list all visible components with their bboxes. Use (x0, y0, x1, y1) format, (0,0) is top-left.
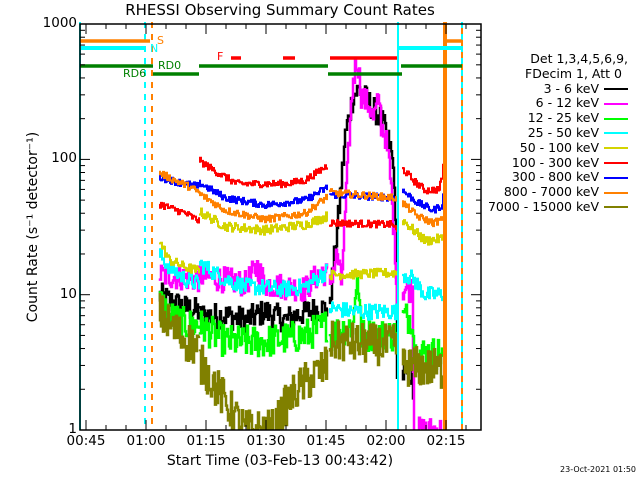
legend: Det 1,3,4,5,6,9, FDecim 1, Att 0 3 - 6 k… (487, 51, 628, 215)
legend-item: 25 - 50 keV (488, 124, 628, 141)
legend-swatch (604, 206, 628, 209)
series-line (329, 301, 397, 321)
series-line (329, 267, 397, 281)
series-line (328, 320, 398, 367)
series-line (198, 344, 329, 430)
series-line (402, 200, 443, 228)
series-line (402, 145, 446, 195)
x-tick-label: 00:45 (66, 433, 106, 449)
plot-frame (79, 23, 482, 431)
legend-swatch (604, 132, 628, 135)
y-tick-label: 1 (68, 421, 77, 437)
series-group (158, 58, 446, 430)
series-50-100keV (159, 207, 443, 281)
series-line (159, 241, 200, 274)
y-tick-label: 1000 (42, 15, 77, 32)
legend-label: 800 - 7000 keV (503, 184, 599, 200)
series-line (159, 248, 200, 290)
series-line (199, 156, 328, 189)
legend-swatch (604, 87, 628, 90)
x-tick-label: 02:00 (366, 433, 406, 449)
x-tick-label: 01:30 (246, 433, 286, 449)
series-line (199, 191, 328, 224)
x-tick-label: 01:00 (126, 433, 166, 449)
x-tick-label: 01:45 (306, 433, 346, 449)
flag-label-rd0: RD0 (158, 59, 182, 72)
x-tick-label: 02:15 (426, 433, 466, 449)
legend-item: 3 - 6 keV (488, 80, 628, 97)
series-100-300keV (159, 145, 446, 233)
legend-header-decimation: FDecim 1, Att 0 (525, 65, 622, 81)
flag-label-rd6: RD6 (123, 67, 147, 80)
series-line (402, 269, 443, 302)
series-line (329, 188, 397, 202)
legend-header-detectors: Det 1,3,4,5,6,9, (530, 51, 628, 66)
series-line (402, 182, 446, 214)
legend-item: 12 - 25 keV (488, 110, 628, 126)
chart-title: RHESSI Observing Summary Count Rates (125, 1, 435, 19)
x-tick-label: 01:15 (186, 433, 226, 449)
series-line (402, 219, 443, 246)
series-line (159, 201, 200, 224)
legend-item: 800 - 7000 keV (488, 184, 628, 200)
legend-label: 12 - 25 keV (527, 110, 599, 126)
legend-swatch (604, 176, 628, 179)
legend-label: 7000 - 15000 keV (487, 198, 599, 214)
series-line (159, 170, 200, 194)
legend-swatch (604, 161, 628, 164)
series-line (198, 310, 329, 358)
series-25-50keV (159, 248, 443, 321)
y-tick-label: 100 (51, 150, 77, 167)
series-line (159, 174, 200, 189)
series-line (401, 346, 444, 389)
legend-item: 50 - 100 keV (488, 139, 628, 156)
legend-label: 50 - 100 keV (519, 139, 599, 155)
series-line (199, 207, 328, 236)
series-line (199, 179, 328, 209)
series-line (401, 279, 443, 430)
legend-label: 6 - 12 keV (535, 95, 599, 111)
legend-swatch (604, 147, 628, 150)
legend-swatch (604, 191, 628, 194)
legend-item: 100 - 300 keV (488, 154, 628, 171)
x-axis-label: Start Time (03-Feb-13 00:43:42) (166, 453, 394, 469)
legend-item: 6 - 12 keV (488, 96, 628, 111)
flag-label-n: N (150, 42, 159, 55)
flag-label-s: S (157, 34, 164, 47)
legend-label: 100 - 300 keV (511, 154, 599, 170)
series-line (198, 298, 329, 334)
series-7000-15000keV (158, 293, 444, 430)
generation-timestamp: 23-Oct-2021 01:50 (560, 465, 636, 474)
flag-label-f: F (217, 50, 224, 63)
series-line (199, 259, 328, 298)
series-800-7000keV (159, 170, 443, 228)
legend-item: 300 - 800 keV (488, 170, 628, 185)
legend-label: 300 - 800 keV (511, 169, 599, 185)
legend-item: 7000 - 15000 keV (487, 198, 628, 215)
legend-label: 3 - 6 keV (543, 80, 599, 96)
legend-label: 25 - 50 keV (527, 124, 599, 140)
legend-swatch (604, 102, 628, 105)
legend-swatch (604, 117, 628, 120)
series-line (158, 293, 201, 364)
series-line (329, 219, 398, 233)
y-tick-label: 10 (59, 285, 77, 302)
